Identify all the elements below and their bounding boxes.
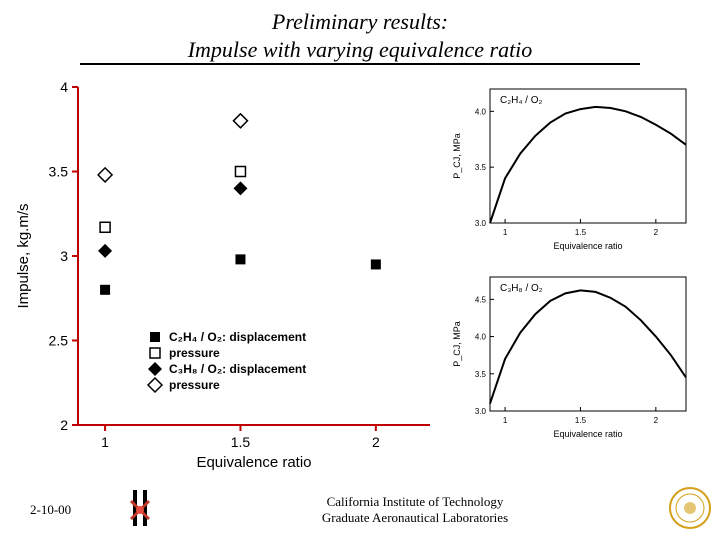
svg-text:3.0: 3.0	[475, 407, 487, 416]
lab-logo-icon	[110, 488, 170, 532]
svg-text:1.5: 1.5	[575, 416, 587, 425]
footer: 2-10-00 California Institute of Technolo…	[0, 486, 720, 534]
svg-text:4.0: 4.0	[475, 333, 487, 342]
svg-text:Impulse, kg.m/s: Impulse, kg.m/s	[15, 203, 32, 308]
svg-text:2: 2	[372, 434, 380, 450]
svg-text:3.5: 3.5	[49, 164, 69, 180]
content-area: 1 1.5 2 2 2.5 3 3.5 4 Equivalence ratio Impulse, …	[0, 69, 720, 475]
svg-text:P_CJ, MPa: P_CJ, MPa	[452, 321, 462, 367]
svg-text:C₃H₈ / O₂: displacement: C₃H₈ / O₂: displacement	[169, 362, 306, 376]
impulse-chart: 1 1.5 2 2 2.5 3 3.5 4 Equivalence ratio Impulse, …	[10, 75, 440, 475]
svg-text:1: 1	[503, 416, 508, 425]
title-line1: Preliminary results:	[272, 9, 448, 34]
svg-text:C₂H₄ / O₂: displacement: C₂H₄ / O₂: displacement	[169, 330, 306, 344]
svg-text:2: 2	[654, 228, 659, 237]
svg-text:2: 2	[654, 416, 659, 425]
svg-text:3: 3	[60, 248, 68, 264]
pcj-c2h4-chart: 1 1.5 2 3.0 3.5 4.0 Equivalence ratio P_CJ, MPa…	[446, 75, 696, 255]
pcj-c3h8-chart: 1 1.5 2 3.0 3.5 4.0 4.5 Equivalence ratio P_CJ, …	[446, 263, 696, 443]
svg-text:1.5: 1.5	[231, 434, 251, 450]
svg-text:Equivalence ratio: Equivalence ratio	[553, 429, 622, 439]
svg-text:3.5: 3.5	[475, 370, 487, 379]
footer-date: 2-10-00	[30, 502, 110, 518]
svg-text:3.0: 3.0	[475, 219, 487, 228]
right-column: 1 1.5 2 3.0 3.5 4.0 Equivalence ratio P_CJ, MPa…	[446, 75, 696, 475]
svg-text:4.0: 4.0	[475, 107, 487, 116]
slide-title: Preliminary results: Impulse with varyin…	[80, 0, 640, 65]
svg-text:1.5: 1.5	[575, 228, 587, 237]
caltech-seal-icon	[660, 486, 720, 534]
svg-text:4: 4	[60, 79, 68, 95]
title-line2: Impulse with varying equivalence ratio	[188, 37, 533, 62]
svg-text:2: 2	[60, 417, 68, 433]
svg-text:Equivalence ratio: Equivalence ratio	[553, 241, 622, 251]
svg-text:C₂H₄ / O₂: C₂H₄ / O₂	[500, 95, 543, 106]
footer-institution: California Institute of Technology Gradu…	[170, 494, 660, 525]
svg-text:Equivalence ratio: Equivalence ratio	[196, 454, 311, 471]
svg-text:pressure: pressure	[169, 378, 220, 392]
svg-text:C₃H₈ / O₂: C₃H₈ / O₂	[500, 283, 543, 294]
svg-text:P_CJ, MPa: P_CJ, MPa	[452, 133, 462, 179]
svg-text:pressure: pressure	[169, 346, 220, 360]
svg-text:1: 1	[101, 434, 109, 450]
svg-text:3.5: 3.5	[475, 163, 487, 172]
svg-text:2.5: 2.5	[49, 333, 69, 349]
svg-text:4.5: 4.5	[475, 295, 487, 304]
svg-text:1: 1	[503, 228, 508, 237]
